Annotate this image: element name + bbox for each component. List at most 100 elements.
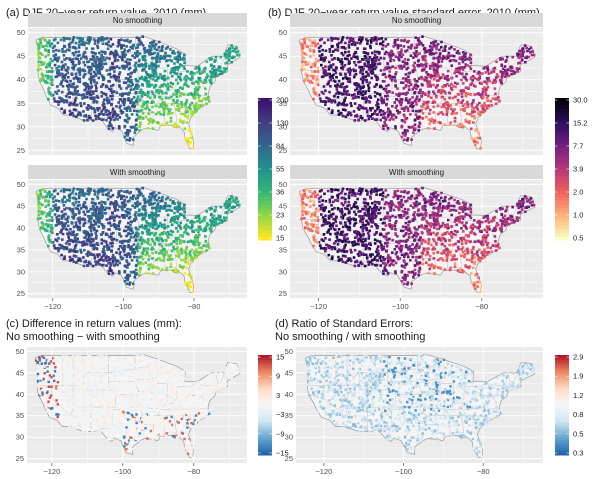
station-point [486,99,489,102]
station-point [455,103,458,106]
station-point [37,43,40,47]
station-point [134,46,138,50]
station-point [197,225,200,228]
station-point [60,214,63,218]
station-point [125,107,129,110]
station-point [116,45,120,48]
station-point [171,230,175,234]
station-point [456,67,460,70]
station-point [384,89,387,92]
station-point [412,213,415,217]
station-point [413,78,416,81]
station-point [504,74,508,77]
station-point [89,96,92,100]
station-point [77,60,81,63]
station-point [303,79,306,83]
station-point [40,226,43,229]
station-point [79,259,83,263]
station-point [56,192,60,196]
station-point [394,116,398,119]
station-point [225,61,229,64]
station-point [77,70,81,74]
station-point [336,57,340,60]
station-point [94,89,98,93]
station-point [492,70,496,73]
station-point [458,56,462,59]
station-point [442,85,445,88]
station-point [138,43,142,46]
station-point [363,64,367,68]
station-point [226,55,230,59]
station-point [126,275,129,279]
station-point [433,127,436,130]
station-point [433,92,436,95]
station-point [102,239,105,243]
station-point [61,90,64,94]
station-point [51,46,55,50]
station-point [178,253,181,256]
station-point [391,113,395,116]
station-point [346,36,349,40]
station-point [48,70,51,73]
station-point [229,200,232,203]
station-point [110,124,113,127]
station-point [463,215,466,218]
station-point [110,244,114,248]
station-point [82,210,85,214]
station-point [112,83,115,87]
station-point [225,200,228,203]
station-point [409,104,412,108]
station-point [134,233,137,237]
station-point [65,80,69,83]
station-point [360,117,364,120]
station-point [162,76,165,79]
station-point [431,101,435,104]
station-point [156,199,159,202]
station-point [228,47,231,50]
station-point [422,100,426,104]
station-point [470,114,474,118]
station-point [515,68,519,72]
station-point [85,82,89,86]
station-point [103,188,107,192]
station-point [94,260,97,263]
station-point [389,59,392,63]
station-point [135,53,138,57]
station-point [174,269,177,272]
station-point [161,239,164,243]
station-point [376,103,380,106]
station-point [104,211,108,215]
station-point [341,36,345,39]
station-point [118,261,122,265]
station-point [112,215,115,218]
station-point [165,54,169,58]
station-point [166,82,170,86]
station-point [434,51,438,55]
station-point [365,219,368,223]
station-point [405,49,409,52]
station-point [85,92,89,96]
station-point [484,87,488,91]
station-point [43,211,46,214]
station-point [37,194,40,197]
station-point [348,53,351,57]
station-point [476,103,479,107]
station-point [301,46,305,50]
station-point [105,56,108,60]
station-point [60,245,63,248]
station-point [516,70,519,73]
station-point [151,78,155,81]
station-point [49,75,53,79]
station-point [71,58,74,61]
station-point [342,53,345,57]
station-point [445,110,449,114]
station-point [415,50,418,53]
station-point [144,253,147,257]
station-point [407,88,411,91]
station-point [73,103,77,107]
station-point [490,70,494,73]
station-point [87,215,91,218]
station-point [469,53,472,57]
station-point [118,71,122,74]
station-point [432,74,436,78]
